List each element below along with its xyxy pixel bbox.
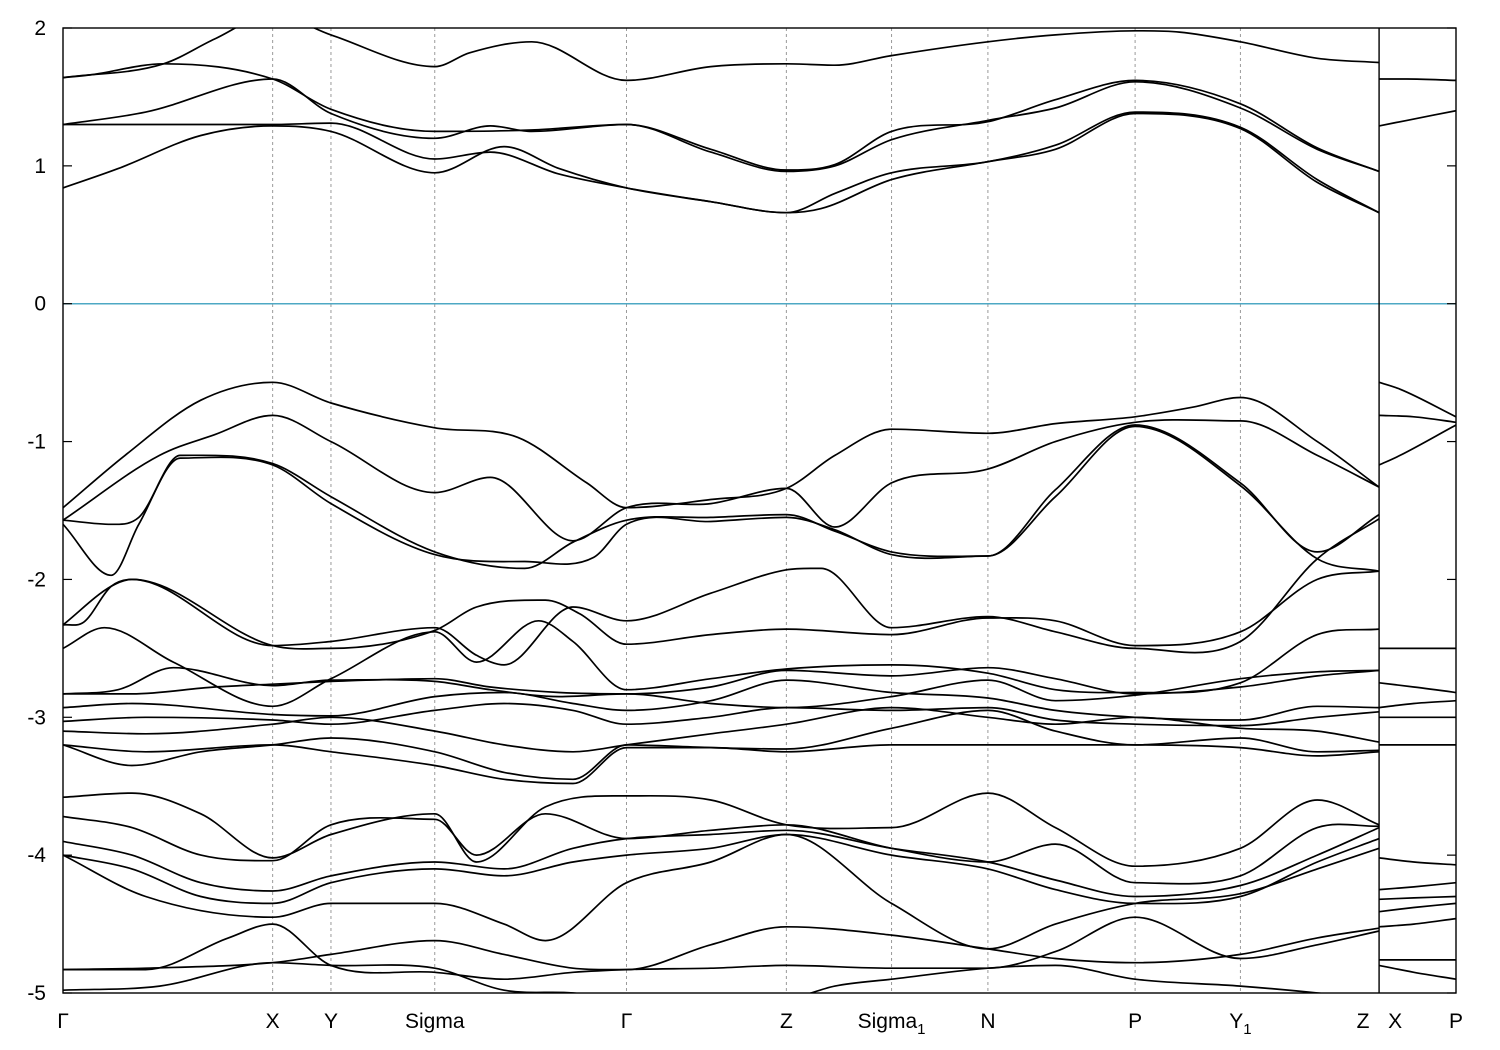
band-lines <box>63 28 1456 993</box>
band-line <box>1379 881 1456 891</box>
k-point-label: Y1 <box>1229 1010 1251 1038</box>
band-line <box>63 414 1380 542</box>
y-tick-label: -3 <box>27 706 46 729</box>
band-line <box>1379 414 1456 424</box>
band-line <box>63 916 1380 981</box>
k-point-label: X <box>266 1010 280 1033</box>
plot-frame <box>62 27 1457 994</box>
k-point-label: P <box>1128 1010 1142 1033</box>
band-line <box>63 28 1380 82</box>
band-line <box>63 619 1380 708</box>
band-line <box>1379 699 1456 709</box>
band-line <box>63 111 1380 214</box>
k-point-label: Γ <box>621 1010 633 1033</box>
band-line <box>1378 681 1456 694</box>
band-line <box>63 833 1380 950</box>
band-line <box>63 112 1380 214</box>
band-line <box>63 961 1326 993</box>
band-line <box>63 702 1380 727</box>
band-line <box>1379 895 1456 901</box>
y-tick-label: 0 <box>34 293 46 316</box>
x-axis-k-point-labels: Γ X Y Sigma Γ Z Sigma1 N P Y1 Z X P <box>57 1010 1463 1038</box>
band-line <box>63 518 1380 666</box>
band-line <box>63 925 1380 971</box>
band-line <box>63 570 1380 650</box>
band-line <box>63 744 1380 785</box>
band-line <box>1378 381 1456 418</box>
k-point-label: Sigma <box>405 1010 465 1033</box>
y-tick-label: 1 <box>34 155 46 178</box>
band-line <box>63 679 1380 721</box>
band-line <box>1379 917 1456 928</box>
k-point-label: Sigma1 <box>858 1010 926 1038</box>
k-point-guides <box>272 28 1241 993</box>
y-axis-ticks: 2 1 0 -1 -2 -3 -4 -5 <box>27 17 1456 1005</box>
k-point-label: N <box>980 1010 995 1033</box>
band-line <box>1378 109 1456 127</box>
k-point-label: Y <box>324 1010 338 1033</box>
band-line <box>63 425 1380 577</box>
k-point-label-subscript: 1 <box>917 1021 925 1038</box>
band-line <box>1378 902 1456 913</box>
band-line <box>63 666 1380 709</box>
k-point-label: P <box>1449 1010 1463 1033</box>
k-point-label-subscript: 1 <box>1243 1021 1251 1038</box>
k-point-label: Z <box>780 1010 793 1033</box>
y-tick-label: -1 <box>27 431 46 454</box>
y-tick-label: -2 <box>27 568 46 591</box>
band-line <box>63 812 1380 885</box>
band-line <box>63 706 1380 753</box>
band-line <box>63 424 1380 570</box>
band-line <box>63 792 1380 868</box>
band-line <box>1378 857 1456 866</box>
y-tick-label: 2 <box>34 17 46 40</box>
k-point-label: Γ <box>57 1010 69 1033</box>
band-line <box>1379 78 1456 82</box>
band-line <box>1378 424 1456 466</box>
band-line <box>63 826 1380 898</box>
y-tick-label: -5 <box>27 982 46 1005</box>
k-point-label: Z <box>1357 1010 1370 1033</box>
k-point-label: X <box>1388 1010 1402 1033</box>
band-line <box>1378 964 1456 981</box>
band-line <box>63 381 1380 509</box>
band-line <box>63 78 1380 173</box>
band-line <box>63 666 1380 695</box>
y-tick-label: -4 <box>27 844 46 867</box>
band-line <box>63 833 1380 905</box>
